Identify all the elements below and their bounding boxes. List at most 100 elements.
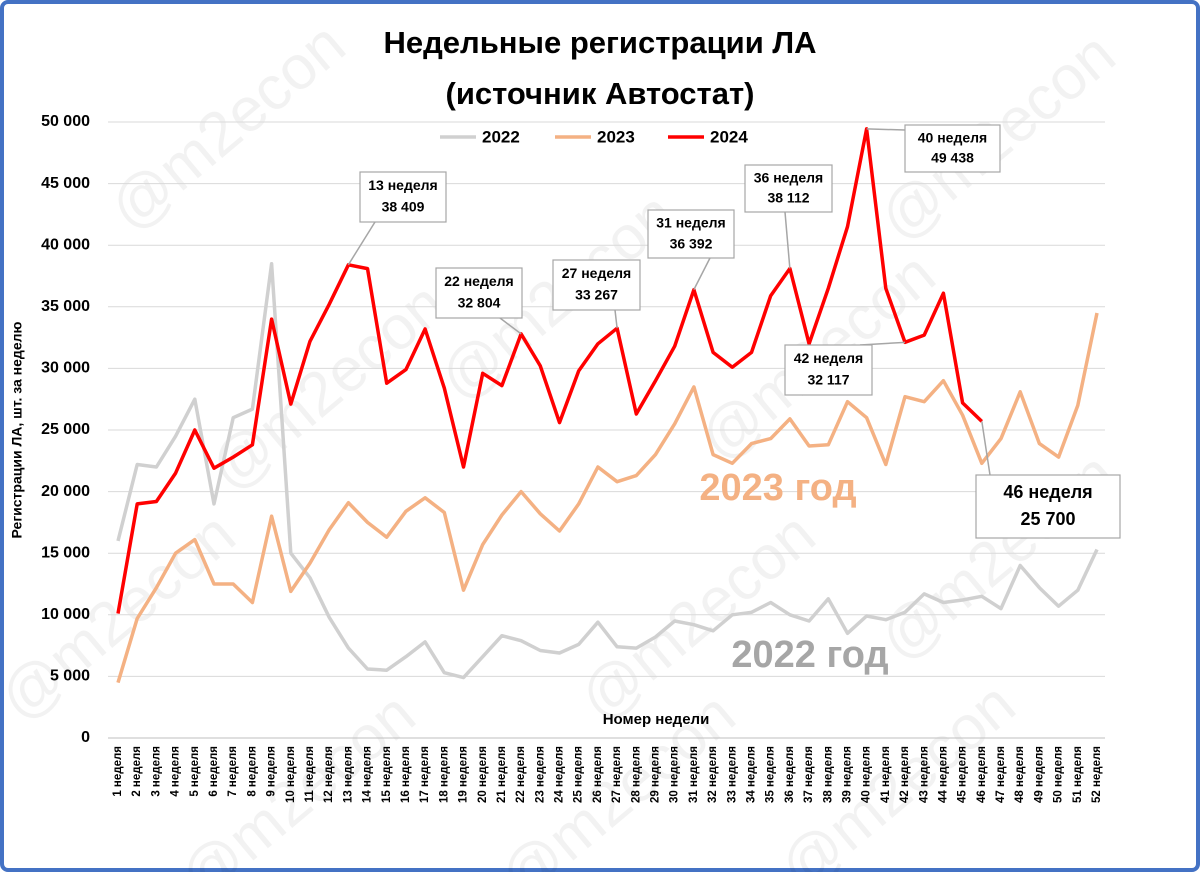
y-axis-label: Регистрации ЛА, шт. за неделю (9, 322, 25, 539)
x-tick-label: 8 неделя (246, 746, 258, 797)
y-tick-label: 35 000 (41, 298, 90, 315)
callout-text: 46 неделя (1003, 482, 1092, 502)
x-tick-label: 50 неделя (1053, 746, 1065, 803)
x-tick-label: 20 неделя (477, 746, 489, 803)
x-tick-label: 24 неделя (554, 746, 566, 803)
x-tick-label: 47 неделя (995, 746, 1007, 803)
callout-text: 33 267 (575, 287, 618, 303)
callout-text: 42 неделя (794, 350, 863, 366)
x-tick-label: 1 неделя (112, 746, 124, 797)
callout-text: 32 804 (458, 295, 501, 311)
callout-text: 36 неделя (754, 169, 823, 185)
x-tick-label: 41 неделя (880, 746, 892, 803)
x-tick-label: 46 неделя (976, 746, 988, 803)
callout-box (904, 124, 1001, 173)
x-tick-label: 6 неделя (208, 746, 220, 797)
x-tick-label: 44 неделя (937, 746, 949, 803)
y-tick-label: 50 000 (41, 113, 90, 130)
x-tick-label: 38 неделя (822, 746, 834, 803)
x-tick-label: 22 неделя (515, 746, 527, 803)
callout-box (647, 209, 735, 259)
callout-pointer (499, 317, 522, 335)
callout-box (552, 259, 641, 311)
x-tick-label: 36 неделя (784, 746, 796, 803)
series-line (116, 127, 984, 614)
y-tick-label: 25 000 (41, 421, 90, 438)
series-label: 2023 год (699, 467, 856, 509)
x-tick-label: 30 неделя (669, 746, 681, 803)
x-tick-label: 35 неделя (765, 746, 777, 803)
x-tick-label: 48 неделя (1014, 746, 1026, 803)
x-tick-label: 13 неделя (342, 746, 354, 803)
x-tick-label: 7 неделя (227, 746, 239, 797)
x-tick-label: 10 неделя (285, 746, 297, 803)
x-tick-label: 27 неделя (611, 746, 623, 803)
callout-box (435, 267, 523, 319)
x-tick-label: 52 неделя (1091, 746, 1103, 803)
series-line (116, 261, 1099, 680)
x-tick-label: 45 неделя (957, 746, 969, 803)
chart-title: Недельные регистрации ЛА (383, 25, 816, 60)
legend-label: 2022 (482, 127, 520, 146)
y-tick-label: 10 000 (41, 606, 90, 623)
x-tick-label: 9 неделя (266, 746, 278, 797)
x-tick-label: 14 неделя (362, 746, 374, 803)
callout-box (784, 344, 873, 396)
x-tick-label: 11 неделя (304, 746, 316, 802)
x-tick-label: 25 неделя (573, 746, 585, 803)
series-line (116, 312, 1099, 684)
x-tick-label: 40 неделя (861, 746, 873, 803)
x-tick-label: 23 неделя (534, 746, 546, 803)
x-tick-label: 29 неделя (650, 746, 662, 803)
x-tick-label: 42 неделя (899, 746, 911, 803)
x-axis-label: Номер недели (603, 711, 710, 728)
x-tick-label: 51 неделя (1072, 746, 1084, 803)
callout-box (744, 164, 833, 213)
series-label: 2022 год (731, 634, 888, 676)
callout-pointer (614, 309, 618, 329)
chart-title: (источник Автостат) (446, 76, 755, 111)
callout-text: 38 112 (767, 190, 809, 206)
callout-box (359, 171, 447, 223)
x-tick-label: 18 неделя (438, 746, 450, 803)
callout-text: 22 неделя (444, 273, 513, 289)
callout-text: 36 392 (670, 235, 713, 251)
callout-text: 31 неделя (656, 215, 725, 231)
callout-pointer (784, 211, 791, 269)
callout-pointer (693, 257, 711, 290)
x-tick-label: 34 неделя (746, 746, 758, 803)
x-tick-label: 16 неделя (400, 746, 412, 803)
x-tick-label: 15 неделя (381, 746, 393, 803)
x-tick-label: 5 неделя (189, 746, 201, 797)
y-tick-label: 20 000 (41, 483, 90, 500)
x-tick-label: 2 неделя (131, 746, 143, 797)
y-tick-label: 5 000 (50, 668, 90, 685)
legend-label: 2024 (710, 127, 748, 146)
x-tick-label: 17 неделя (419, 746, 431, 803)
legend-label: 2023 (597, 127, 635, 146)
x-tick-label: 31 неделя (688, 746, 700, 803)
y-tick-label: 45 000 (41, 175, 90, 192)
callout-text: 40 неделя (918, 129, 987, 145)
y-tick-label: 15 000 (41, 544, 90, 561)
callout-pointer (981, 421, 991, 476)
y-tick-label: 40 000 (41, 236, 90, 253)
x-tick-label: 12 неделя (323, 746, 335, 803)
callout-pointer (347, 221, 376, 266)
x-tick-label: 43 неделя (918, 746, 930, 803)
x-tick-label: 26 неделя (592, 746, 604, 803)
x-tick-label: 49 неделя (1033, 746, 1045, 803)
x-tick-label: 21 неделя (496, 746, 508, 803)
callout-pointer (866, 128, 906, 131)
x-tick-label: 4 неделя (170, 746, 182, 797)
x-tick-label: 3 неделя (150, 746, 162, 797)
callout-text: 13 неделя (368, 177, 437, 193)
x-tick-label: 37 неделя (803, 746, 815, 803)
y-tick-label: 0 (81, 729, 90, 746)
y-tick-label: 30 000 (41, 360, 90, 377)
callout-text: 32 117 (807, 372, 849, 388)
callout-text: 49 438 (931, 150, 974, 166)
x-tick-label: 33 неделя (726, 746, 738, 803)
